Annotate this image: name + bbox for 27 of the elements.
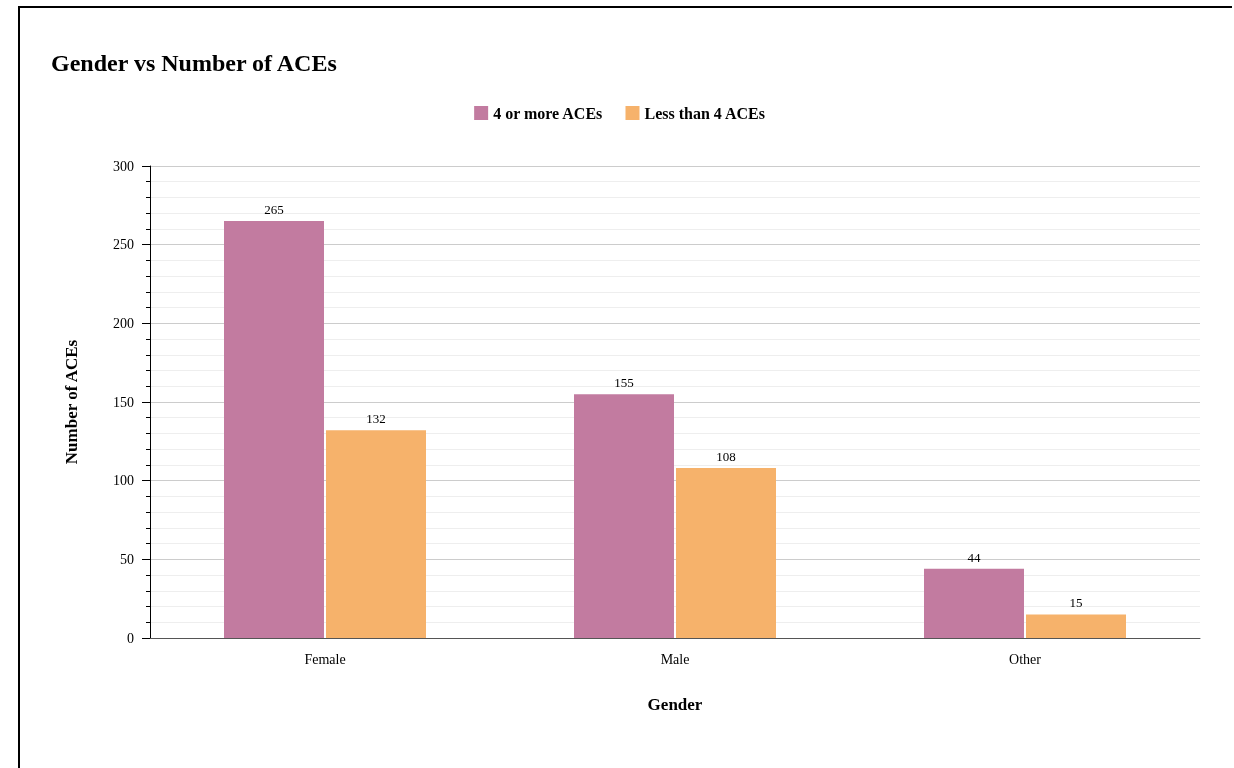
legend-label: 4 or more ACEs <box>493 104 603 122</box>
data-label: 132 <box>366 411 386 427</box>
y-axis-title: Number of ACEs <box>62 339 81 465</box>
data-label: 44 <box>967 549 981 565</box>
y-tick-label: 0 <box>127 630 134 646</box>
bar <box>1026 614 1126 638</box>
bar <box>326 430 426 638</box>
legend-label: Less than 4 ACEs <box>644 104 765 122</box>
y-tick-label: 150 <box>113 394 134 410</box>
y-tick-label: 300 <box>113 158 134 174</box>
chart-title: Gender vs Number of ACEs <box>51 50 337 76</box>
bar <box>224 221 324 638</box>
y-tick-label: 250 <box>113 237 134 253</box>
data-label: 155 <box>614 375 634 391</box>
y-tick-label: 200 <box>113 315 134 331</box>
x-tick-label: Other <box>1009 651 1042 667</box>
bar <box>574 394 674 638</box>
bar <box>676 468 776 638</box>
data-label: 15 <box>1069 595 1083 611</box>
bar <box>924 568 1024 638</box>
data-label: 108 <box>716 449 736 465</box>
x-axis-title: Gender <box>647 695 703 714</box>
x-tick-label: Male <box>660 651 690 667</box>
x-tick-label: Female <box>304 651 346 667</box>
y-tick-label: 50 <box>120 551 134 567</box>
data-label: 265 <box>264 202 284 218</box>
y-tick-label: 100 <box>113 473 134 489</box>
